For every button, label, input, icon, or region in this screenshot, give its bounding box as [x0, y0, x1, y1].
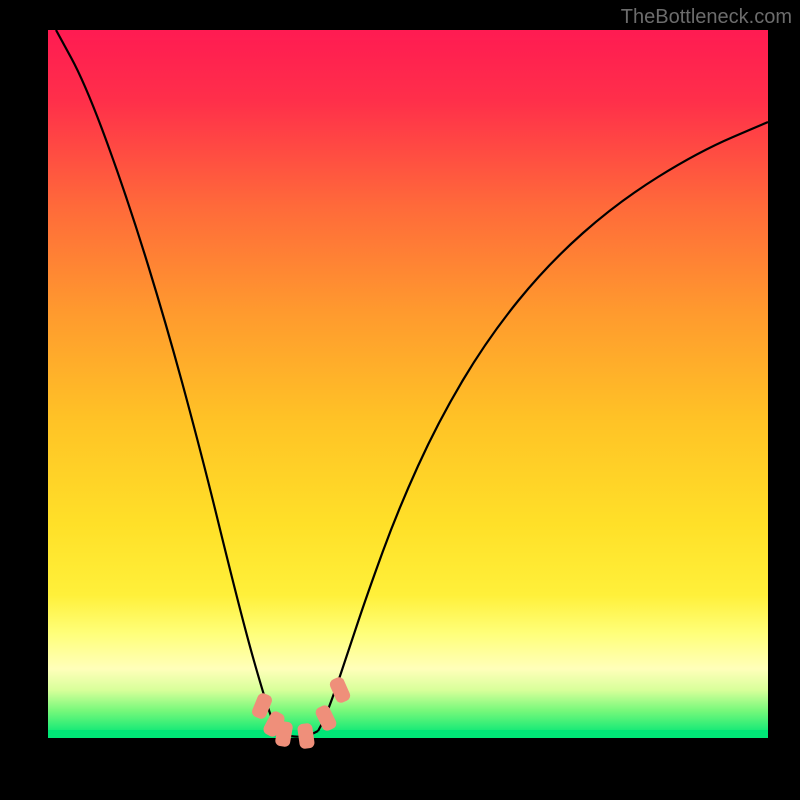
gradient-background	[48, 30, 768, 736]
green-band	[48, 730, 768, 738]
watermark-text: TheBottleneck.com	[621, 6, 792, 29]
trough-marker	[297, 723, 314, 749]
chart-container: TheBottleneck.com	[0, 0, 800, 800]
chart-svg	[48, 30, 768, 756]
plot-area	[48, 30, 768, 756]
